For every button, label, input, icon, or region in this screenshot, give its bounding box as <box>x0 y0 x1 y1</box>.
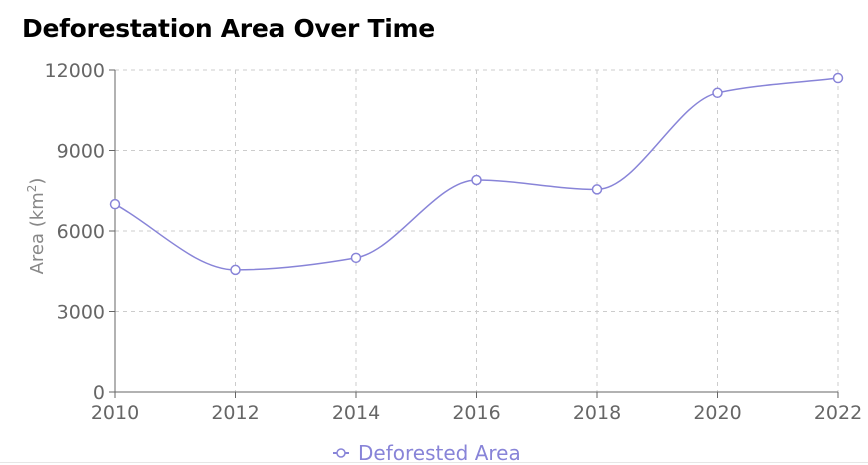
x-tick-label: 2012 <box>211 402 259 424</box>
legend[interactable]: Deforested Area <box>333 441 521 465</box>
data-point[interactable] <box>109 198 121 210</box>
y-tick-label: 3000 <box>57 302 105 324</box>
data-point[interactable] <box>471 174 482 186</box>
x-tick-label: 2022 <box>814 402 862 424</box>
x-tick-label: 2018 <box>573 402 621 424</box>
series-layer <box>109 72 844 276</box>
data-point[interactable] <box>350 252 362 264</box>
data-point[interactable] <box>832 72 844 84</box>
y-tick-label: 9000 <box>57 141 105 163</box>
chart-title: Deforestation Area Over Time <box>22 14 435 43</box>
data-point[interactable] <box>591 184 603 195</box>
x-tick-label: 2016 <box>452 402 500 424</box>
legend-label: Deforested Area <box>358 441 521 465</box>
data-point[interactable] <box>230 264 241 276</box>
x-tick-label: 2020 <box>693 402 741 424</box>
grid-lines <box>115 69 839 392</box>
y-tick-label: 6000 <box>57 221 105 243</box>
x-tick-label: 2014 <box>332 402 380 424</box>
bottom-divider <box>0 462 868 463</box>
legend-marker-icon <box>336 448 346 458</box>
x-ticks: 2010 2012 2014 2016 2018 2020 2022 <box>91 392 862 424</box>
y-tick-label: 0 <box>93 382 105 404</box>
y-ticks: 0 3000 6000 9000 12000 <box>45 60 115 404</box>
y-axis-title: Area (km2) <box>25 178 48 275</box>
data-point[interactable] <box>712 87 723 99</box>
y-tick-label: 12000 <box>45 60 105 82</box>
x-tick-label: 2010 <box>91 402 139 424</box>
